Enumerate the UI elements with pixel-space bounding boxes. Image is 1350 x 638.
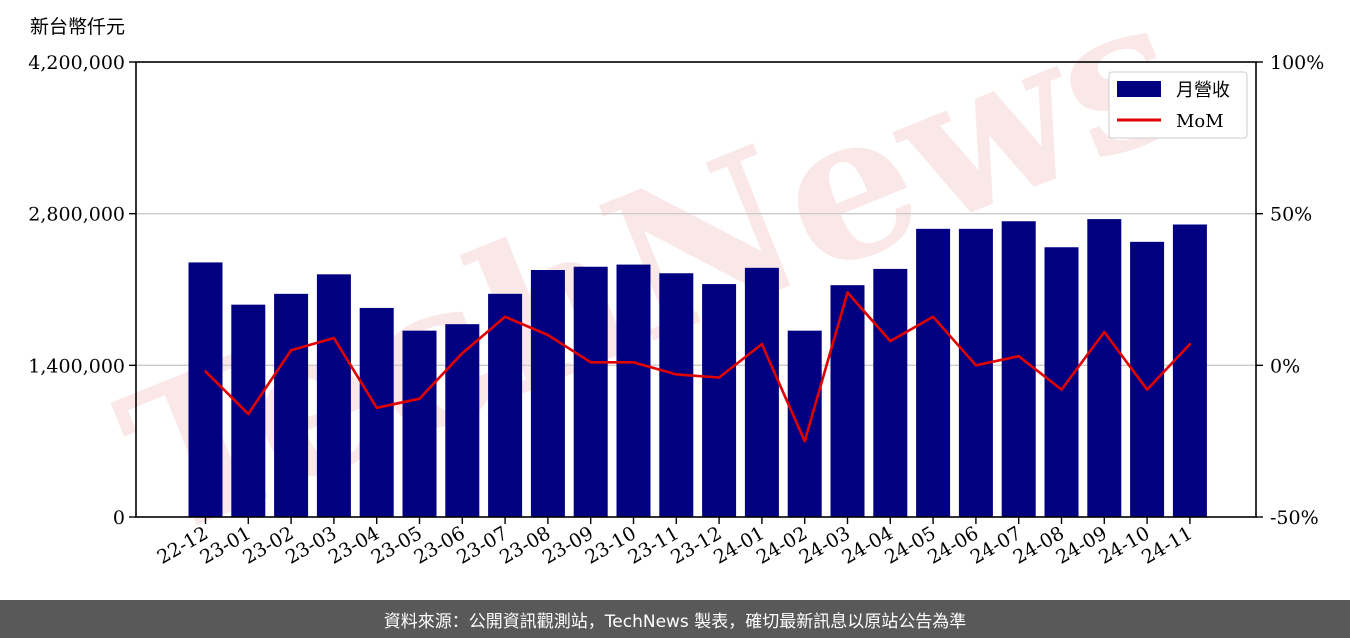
left-tick-label: 0: [113, 507, 125, 529]
bar-23-11: [659, 273, 694, 517]
bar-24-07: [1001, 221, 1036, 517]
left-tick-label: 1,400,000: [28, 355, 125, 377]
mom-point-23-07: [503, 315, 507, 318]
mom-point-23-11: [675, 373, 678, 376]
bar-23-06: [445, 324, 480, 517]
mom-point-23-03: [332, 336, 336, 340]
right-tick-label: 50%: [1270, 204, 1312, 226]
bar-24-08: [1044, 247, 1079, 517]
right-tick-label: 100%: [1270, 52, 1324, 74]
mom-point-24-05: [931, 315, 935, 318]
mom-point-24-09: [1103, 330, 1106, 334]
bar-24-06: [958, 228, 993, 518]
bar-24-03: [830, 285, 865, 517]
legend-bar-label: 月營收: [1176, 80, 1230, 101]
x-tick-label: 24-11: [1138, 522, 1196, 568]
bar-22-12: [188, 262, 223, 517]
footer-text: 資料來源：公開資訊觀測站，TechNews 製表，確切最新訊息以原站公告為準: [383, 611, 967, 632]
bar-24-10: [1130, 241, 1165, 518]
line-series: [204, 291, 1192, 443]
legend-bar-swatch: [1117, 81, 1161, 97]
mom-point-24-02: [803, 439, 806, 443]
bar-23-03: [316, 274, 351, 517]
bar-24-09: [1087, 219, 1122, 518]
bar-23-02: [274, 293, 309, 517]
mom-point-24-03: [846, 291, 849, 294]
mom-point-22-12: [204, 370, 207, 373]
bar-24-05: [916, 228, 951, 518]
bar-series: [188, 219, 1207, 518]
mom-point-23-08: [546, 333, 550, 337]
mom-point-24-10: [1145, 388, 1149, 391]
mom-point-24-08: [1060, 388, 1063, 391]
right-tick-label: 0%: [1270, 355, 1300, 377]
mom-point-23-05: [418, 397, 421, 400]
bar-24-01: [744, 267, 779, 517]
source-footer: 資料來源：公開資訊觀測站，TechNews 製表，確切最新訊息以原站公告為準: [0, 600, 1350, 638]
bar-23-07: [488, 293, 523, 517]
bar-23-04: [359, 307, 394, 517]
bar-24-02: [787, 330, 822, 517]
left-tick-label: 4,200,000: [28, 52, 125, 74]
mom-point-24-04: [889, 339, 892, 343]
chart-svg: TechNews 01,400,0002,800,0004,200,000-50…: [28, 0, 1324, 583]
mom-line: [204, 291, 1191, 443]
mom-point-23-04: [375, 406, 378, 409]
mom-point-23-06: [461, 352, 464, 355]
legend: 月營收 MoM: [1108, 71, 1248, 139]
mom-point-24-01: [760, 342, 764, 346]
mom-point-24-07: [1017, 355, 1020, 358]
plot-frame: [135, 61, 1257, 518]
legend-line-label: MoM: [1176, 111, 1224, 132]
mom-point-23-02: [289, 348, 293, 352]
mom-point-23-12: [717, 376, 721, 379]
mom-point-23-10: [632, 361, 635, 364]
bar-23-09: [573, 266, 608, 517]
mom-point-24-06: [974, 364, 978, 367]
bar-23-08: [530, 270, 565, 517]
left-tick-label: 2,800,000: [28, 204, 125, 226]
bar-23-10: [616, 264, 651, 517]
bar-23-12: [702, 284, 737, 517]
mom-point-23-09: [589, 361, 592, 364]
bar-23-01: [231, 304, 266, 517]
bar-24-11: [1172, 224, 1207, 517]
bar-24-04: [873, 268, 908, 517]
mom-point-23-01: [247, 412, 250, 416]
units-label: 新台幣仟元: [30, 16, 125, 38]
right-tick-label: -50%: [1270, 507, 1319, 529]
bar-23-05: [402, 330, 437, 517]
chart: TechNews 0 1,400,000 2,800,000 4,200,000 -50…: [28, 0, 1324, 583]
mom-point-24-11: [1188, 342, 1192, 346]
